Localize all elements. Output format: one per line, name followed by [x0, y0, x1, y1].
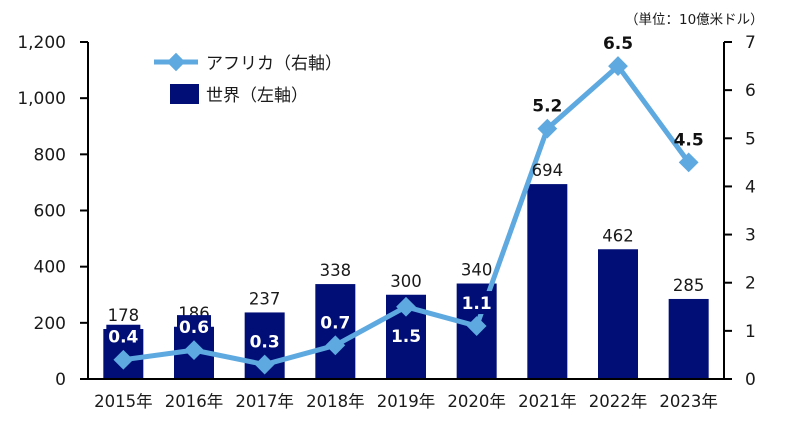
line-label-bg-2	[247, 329, 282, 353]
x-tick-label-0: 2015年	[94, 392, 153, 411]
x-tick-label-2: 2017年	[235, 392, 294, 411]
africa-marker-0	[113, 349, 134, 370]
line-layer	[113, 56, 699, 375]
right-tick-label-5: 5	[745, 129, 756, 149]
bar-value-label-8: 285	[673, 276, 705, 295]
legend-label-africa: アフリカ（右軸）	[206, 54, 342, 74]
legend: アフリカ（右軸） 世界（左軸）	[154, 52, 342, 106]
x-tick-label-8: 2023年	[659, 392, 718, 411]
line-label-bg-5	[459, 291, 494, 315]
right-tick-label-2: 2	[745, 274, 756, 294]
line-value-label-4: 1.5	[391, 327, 421, 347]
line-value-label-6: 5.2	[532, 97, 562, 117]
right-tick-label-7: 7	[745, 33, 756, 53]
bar-value-label-7: 462	[602, 226, 634, 245]
left-tick-label-3: 600	[34, 202, 66, 222]
left-tick-label-5: 1,000	[17, 89, 66, 109]
x-tick-label-4: 2019年	[377, 392, 436, 411]
bar-6	[527, 184, 568, 379]
bar-value-label-0: 178	[108, 306, 140, 325]
bar-value-label-3: 338	[320, 261, 352, 280]
line-value-label-3: 0.7	[320, 313, 350, 333]
left-tick-label-1: 200	[34, 314, 66, 334]
line-value-label-8: 4.5	[674, 130, 704, 150]
line-value-label-5: 1.1	[462, 294, 492, 314]
right-tick-label-3: 3	[745, 226, 756, 246]
line-label-bg-0	[106, 324, 141, 348]
bar-value-label-5: 340	[461, 261, 493, 280]
line-value-label-0: 0.4	[108, 328, 138, 348]
x-tick-label-3: 2018年	[306, 392, 365, 411]
africa-marker-4	[396, 296, 416, 317]
left-tick-label-6: 1,200	[17, 33, 66, 53]
right-tick-label-1: 1	[745, 322, 756, 342]
africa-marker-2	[254, 354, 275, 375]
x-tick-label-6: 2021年	[518, 392, 577, 411]
left-tick-label-2: 400	[34, 258, 66, 278]
x-tick-label-5: 2020年	[447, 392, 506, 411]
africa-marker-5	[466, 316, 487, 336]
line-value-label-2: 0.3	[250, 333, 280, 353]
bar-8	[668, 298, 709, 379]
right-tick-label-4: 4	[745, 177, 756, 197]
right-tick-label-0: 0	[745, 370, 756, 390]
unit-note: （単位：10億米ドル）	[625, 12, 764, 28]
bar-value-label-4: 300	[390, 272, 422, 291]
bar-value-label-6: 694	[532, 161, 564, 180]
bar-7	[598, 249, 638, 379]
left-tick-label-0: 0	[55, 370, 66, 390]
line-value-label-7: 6.5	[603, 34, 633, 54]
africa-marker-1	[184, 340, 204, 361]
bar-value-label-2: 237	[249, 289, 281, 308]
africa-marker-3	[325, 335, 346, 356]
x-tick-label-7: 2022年	[589, 392, 648, 411]
axes-layer: 0 200 400 600 800 1,000 1,200 0 1 2 3 4 5 6 7 2015年 2016…	[17, 33, 756, 411]
legend-label-world: 世界（左軸）	[206, 86, 308, 106]
legend-bar-swatch	[170, 84, 199, 104]
right-tick-label-6: 6	[745, 81, 756, 101]
line-label-bg-1	[177, 315, 211, 339]
line-value-label-1: 0.6	[179, 318, 209, 338]
legend-diamond-icon	[166, 52, 186, 72]
line-label-bg-3	[318, 310, 353, 334]
x-tick-label-1: 2016年	[165, 392, 224, 411]
line-label-bg-4	[389, 323, 423, 347]
left-tick-label-4: 800	[34, 145, 66, 165]
